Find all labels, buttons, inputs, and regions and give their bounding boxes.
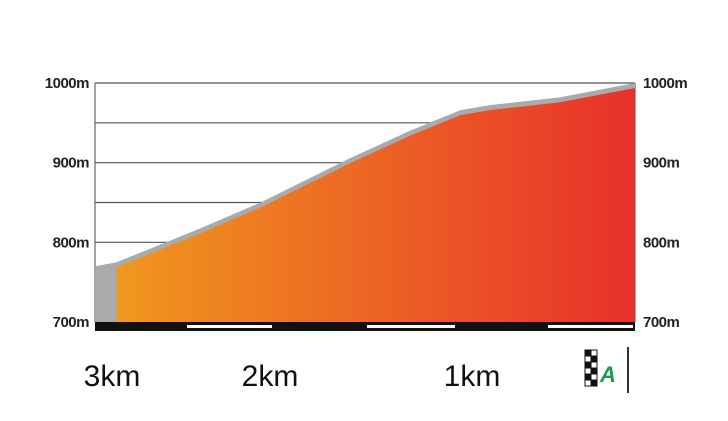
x-tick-label: 2km [242,360,299,393]
y-tick-label-left: 1000m [45,75,89,92]
checkered-flag-icon [590,355,598,363]
checkered-flag-icon [584,379,592,387]
distance-bar-segment [367,325,455,328]
x-tick-label: 3km [84,360,141,393]
checkered-flag-icon [584,349,592,357]
distance-bar-segment [187,325,272,328]
checkered-flag-icon [590,379,598,387]
y-tick-label-right: 900m [643,155,680,172]
checkered-flag-icon [584,373,592,381]
y-tick-label-left: 700m [53,314,90,331]
checkered-flag-icon [590,367,598,375]
checkered-flag-icon [590,373,598,381]
y-tick-label-right: 800m [643,234,680,251]
profile-fill [116,83,636,322]
finish-label: A [599,362,616,387]
y-tick-label-left: 900m [53,155,90,172]
x-tick-label: 1km [444,360,501,393]
y-tick-label-right: 1000m [643,75,687,92]
distance-bar [95,322,635,331]
checkered-flag-icon [584,355,592,363]
checkered-flag-icon [584,361,592,369]
checkered-flag-icon [584,367,592,375]
checkered-flag-icon [590,361,598,369]
distance-bar-segment [548,325,633,328]
y-tick-label-right: 700m [643,314,680,331]
checkered-flag-icon [590,349,598,357]
y-tick-label-left: 800m [53,234,90,251]
